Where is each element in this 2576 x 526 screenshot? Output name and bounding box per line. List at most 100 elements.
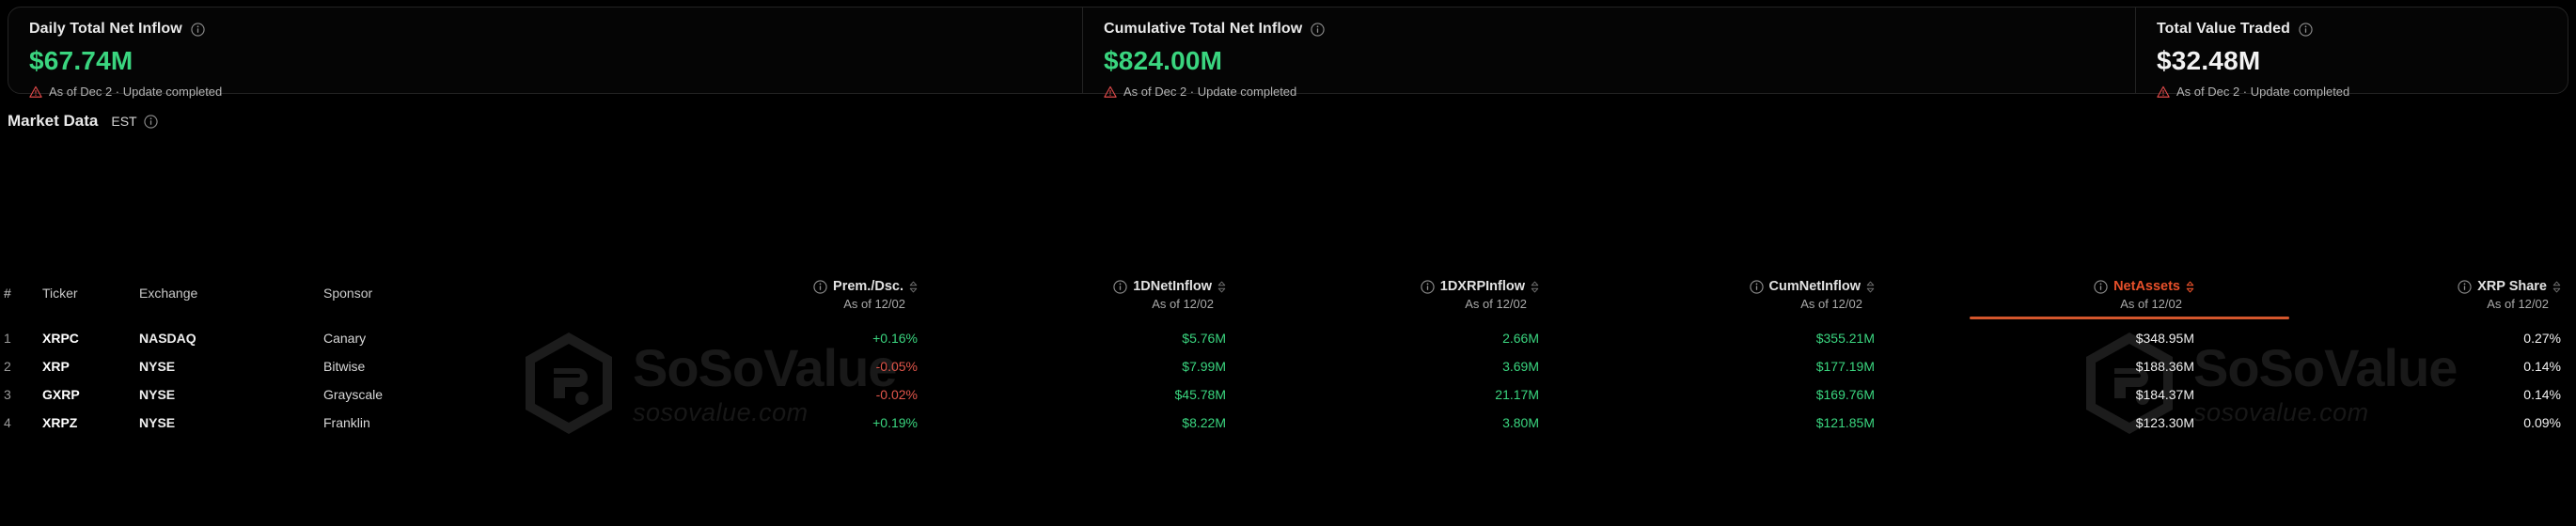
info-circle-icon[interactable] bbox=[1113, 280, 1127, 294]
card-status-text: As of Dec 2 · Update completed bbox=[49, 85, 223, 99]
card-status: As of Dec 2 · Update completed bbox=[1104, 85, 2135, 99]
cell-exchange: NYSE bbox=[139, 359, 176, 374]
cell-1d-xrp-inflow: 3.80M bbox=[1502, 415, 1539, 430]
timezone-label: EST bbox=[111, 114, 137, 129]
info-circle-icon[interactable] bbox=[2094, 280, 2108, 294]
sort-chevron-icon[interactable] bbox=[1531, 280, 1539, 294]
info-circle-icon[interactable] bbox=[191, 22, 205, 37]
warning-triangle-icon bbox=[1104, 85, 1117, 98]
cell-prem-dsc: -0.02% bbox=[875, 387, 918, 402]
card-title: Cumulative Total Net Inflow bbox=[1104, 21, 1303, 37]
info-circle-icon[interactable] bbox=[2458, 280, 2472, 294]
card-status: As of Dec 2 · Update completed bbox=[29, 85, 1082, 99]
card-title: Daily Total Net Inflow bbox=[29, 21, 182, 37]
card-value: $67.74M bbox=[29, 46, 134, 75]
cell-exchange: NYSE bbox=[139, 415, 176, 430]
column-header-index: # bbox=[4, 286, 11, 301]
cell-sponsor: Canary bbox=[323, 331, 367, 346]
card-header: Cumulative Total Net Inflow bbox=[1104, 21, 2135, 38]
column-header-label: 1DXRPInflow bbox=[1439, 278, 1525, 294]
active-column-underline bbox=[1970, 317, 2289, 319]
sort-chevron-icon[interactable] bbox=[1866, 280, 1875, 294]
cell-1d-xrp-inflow: 21.17M bbox=[1495, 387, 1539, 402]
card-value: $824.00M bbox=[1104, 46, 1223, 75]
card-header: Daily Total Net Inflow bbox=[29, 21, 1082, 38]
column-header-prem-dsc[interactable]: Prem./Dsc. As of 12/02 bbox=[568, 278, 933, 317]
card-value: $32.48M bbox=[2157, 46, 2261, 75]
cell-index: 1 bbox=[4, 331, 11, 346]
card-header: Total Value Traded bbox=[2157, 21, 2568, 38]
cell-1d-xrp-inflow: 3.69M bbox=[1502, 359, 1539, 374]
column-header-subtitle: As of 12/02 bbox=[1465, 296, 1527, 311]
cell-cum-net-inflow: $121.85M bbox=[1815, 415, 1875, 430]
column-header-subtitle: As of 12/02 bbox=[1800, 296, 1862, 311]
cell-index: 3 bbox=[4, 387, 11, 402]
card-title: Total Value Traded bbox=[2157, 21, 2290, 37]
column-header-label: CumNetInflow bbox=[1768, 278, 1861, 294]
info-circle-icon[interactable] bbox=[1311, 22, 1325, 37]
cell-cum-net-inflow: $355.21M bbox=[1815, 331, 1875, 346]
table-row[interactable]: 2 XRP NYSE Bitwise -0.05% $7.99M 3.69M $… bbox=[0, 352, 2576, 380]
sort-chevron-icon[interactable] bbox=[2186, 280, 2194, 294]
cell-net-assets: $348.95M bbox=[2135, 331, 2194, 346]
column-header-cum-net-inflow[interactable]: CumNetInflow As of 12/02 bbox=[1554, 278, 1890, 317]
cell-prem-dsc: +0.16% bbox=[872, 331, 918, 346]
cell-net-assets: $188.36M bbox=[2135, 359, 2194, 374]
sort-chevron-icon[interactable] bbox=[1217, 280, 1226, 294]
page-title: Market Data bbox=[8, 112, 99, 130]
table-row[interactable]: 1 XRPC NASDAQ Canary +0.16% $5.76M 2.66M… bbox=[0, 324, 2576, 352]
cell-prem-dsc: -0.05% bbox=[875, 359, 918, 374]
cell-ticker: XRPC bbox=[42, 331, 79, 346]
card-status-text: As of Dec 2 · Update completed bbox=[1123, 85, 1297, 99]
column-header-exchange: Exchange bbox=[139, 286, 198, 301]
column-header-xrp-share[interactable]: XRP Share As of 12/02 bbox=[2209, 278, 2576, 317]
cell-sponsor: Franklin bbox=[323, 415, 370, 430]
cell-sponsor: Grayscale bbox=[323, 387, 384, 402]
info-circle-icon[interactable] bbox=[1421, 280, 1435, 294]
market-data-section-header: Market Data EST bbox=[8, 112, 158, 131]
summary-cards: Daily Total Net Inflow $67.74M As of Dec… bbox=[8, 7, 2568, 99]
column-header-label: NetAssets bbox=[2113, 278, 2180, 294]
sort-chevron-icon[interactable] bbox=[909, 280, 918, 294]
cell-xrp-share: 0.14% bbox=[2523, 359, 2561, 374]
cell-index: 4 bbox=[4, 415, 11, 430]
card-status-text: As of Dec 2 · Update completed bbox=[2176, 85, 2350, 99]
column-header-subtitle: As of 12/02 bbox=[1152, 296, 1214, 311]
column-header-label: Prem./Dsc. bbox=[833, 278, 903, 294]
cell-xrp-share: 0.09% bbox=[2523, 415, 2561, 430]
column-header-label: 1DNetInflow bbox=[1133, 278, 1212, 294]
info-circle-icon[interactable] bbox=[2299, 22, 2313, 37]
cell-1d-net-inflow: $7.99M bbox=[1182, 359, 1226, 374]
info-circle-icon[interactable] bbox=[143, 114, 158, 129]
market-data-table: # Ticker Exchange Sponsor Prem./Dsc. As … bbox=[0, 269, 2576, 437]
table-row[interactable]: 3 GXRP NYSE Grayscale -0.02% $45.78M 21.… bbox=[0, 380, 2576, 409]
table-header-row: # Ticker Exchange Sponsor Prem./Dsc. As … bbox=[0, 269, 2576, 319]
column-header-label: XRP Share bbox=[2477, 278, 2547, 294]
column-header-net-assets[interactable]: NetAssets As of 12/02 bbox=[1890, 278, 2209, 317]
cell-cum-net-inflow: $169.76M bbox=[1815, 387, 1875, 402]
info-circle-icon[interactable] bbox=[1749, 280, 1764, 294]
cell-xrp-share: 0.27% bbox=[2523, 331, 2561, 346]
summary-card-daily-total-net-inflow: Daily Total Net Inflow $67.74M As of Dec… bbox=[8, 8, 1082, 99]
warning-triangle-icon bbox=[2157, 85, 2170, 98]
column-header-sponsor: Sponsor bbox=[323, 286, 373, 301]
cell-1d-net-inflow: $5.76M bbox=[1182, 331, 1226, 346]
column-header-subtitle: As of 12/02 bbox=[843, 296, 905, 311]
summary-card-cumulative-total-net-inflow: Cumulative Total Net Inflow $824.00M As … bbox=[1082, 8, 2135, 99]
sort-chevron-icon[interactable] bbox=[2552, 280, 2561, 294]
info-circle-icon[interactable] bbox=[813, 280, 827, 294]
timezone-indicator: EST bbox=[111, 114, 158, 129]
column-header-1d-net-inflow[interactable]: 1DNetInflow As of 12/02 bbox=[933, 278, 1241, 317]
column-header-ticker: Ticker bbox=[42, 286, 78, 301]
warning-triangle-icon bbox=[29, 85, 42, 98]
column-header-1d-xrp-inflow[interactable]: 1DXRPInflow As of 12/02 bbox=[1241, 278, 1554, 317]
column-header-subtitle: As of 12/02 bbox=[2120, 296, 2182, 311]
cell-exchange: NASDAQ bbox=[139, 331, 196, 346]
cell-net-assets: $184.37M bbox=[2135, 387, 2194, 402]
cell-xrp-share: 0.14% bbox=[2523, 387, 2561, 402]
summary-card-total-value-traded: Total Value Traded $32.48M As of Dec 2 ·… bbox=[2135, 8, 2568, 99]
cell-sponsor: Bitwise bbox=[323, 359, 366, 374]
cell-prem-dsc: +0.19% bbox=[872, 415, 918, 430]
table-row[interactable]: 4 XRPZ NYSE Franklin +0.19% $8.22M 3.80M… bbox=[0, 409, 2576, 437]
column-header-subtitle: As of 12/02 bbox=[2487, 296, 2549, 311]
